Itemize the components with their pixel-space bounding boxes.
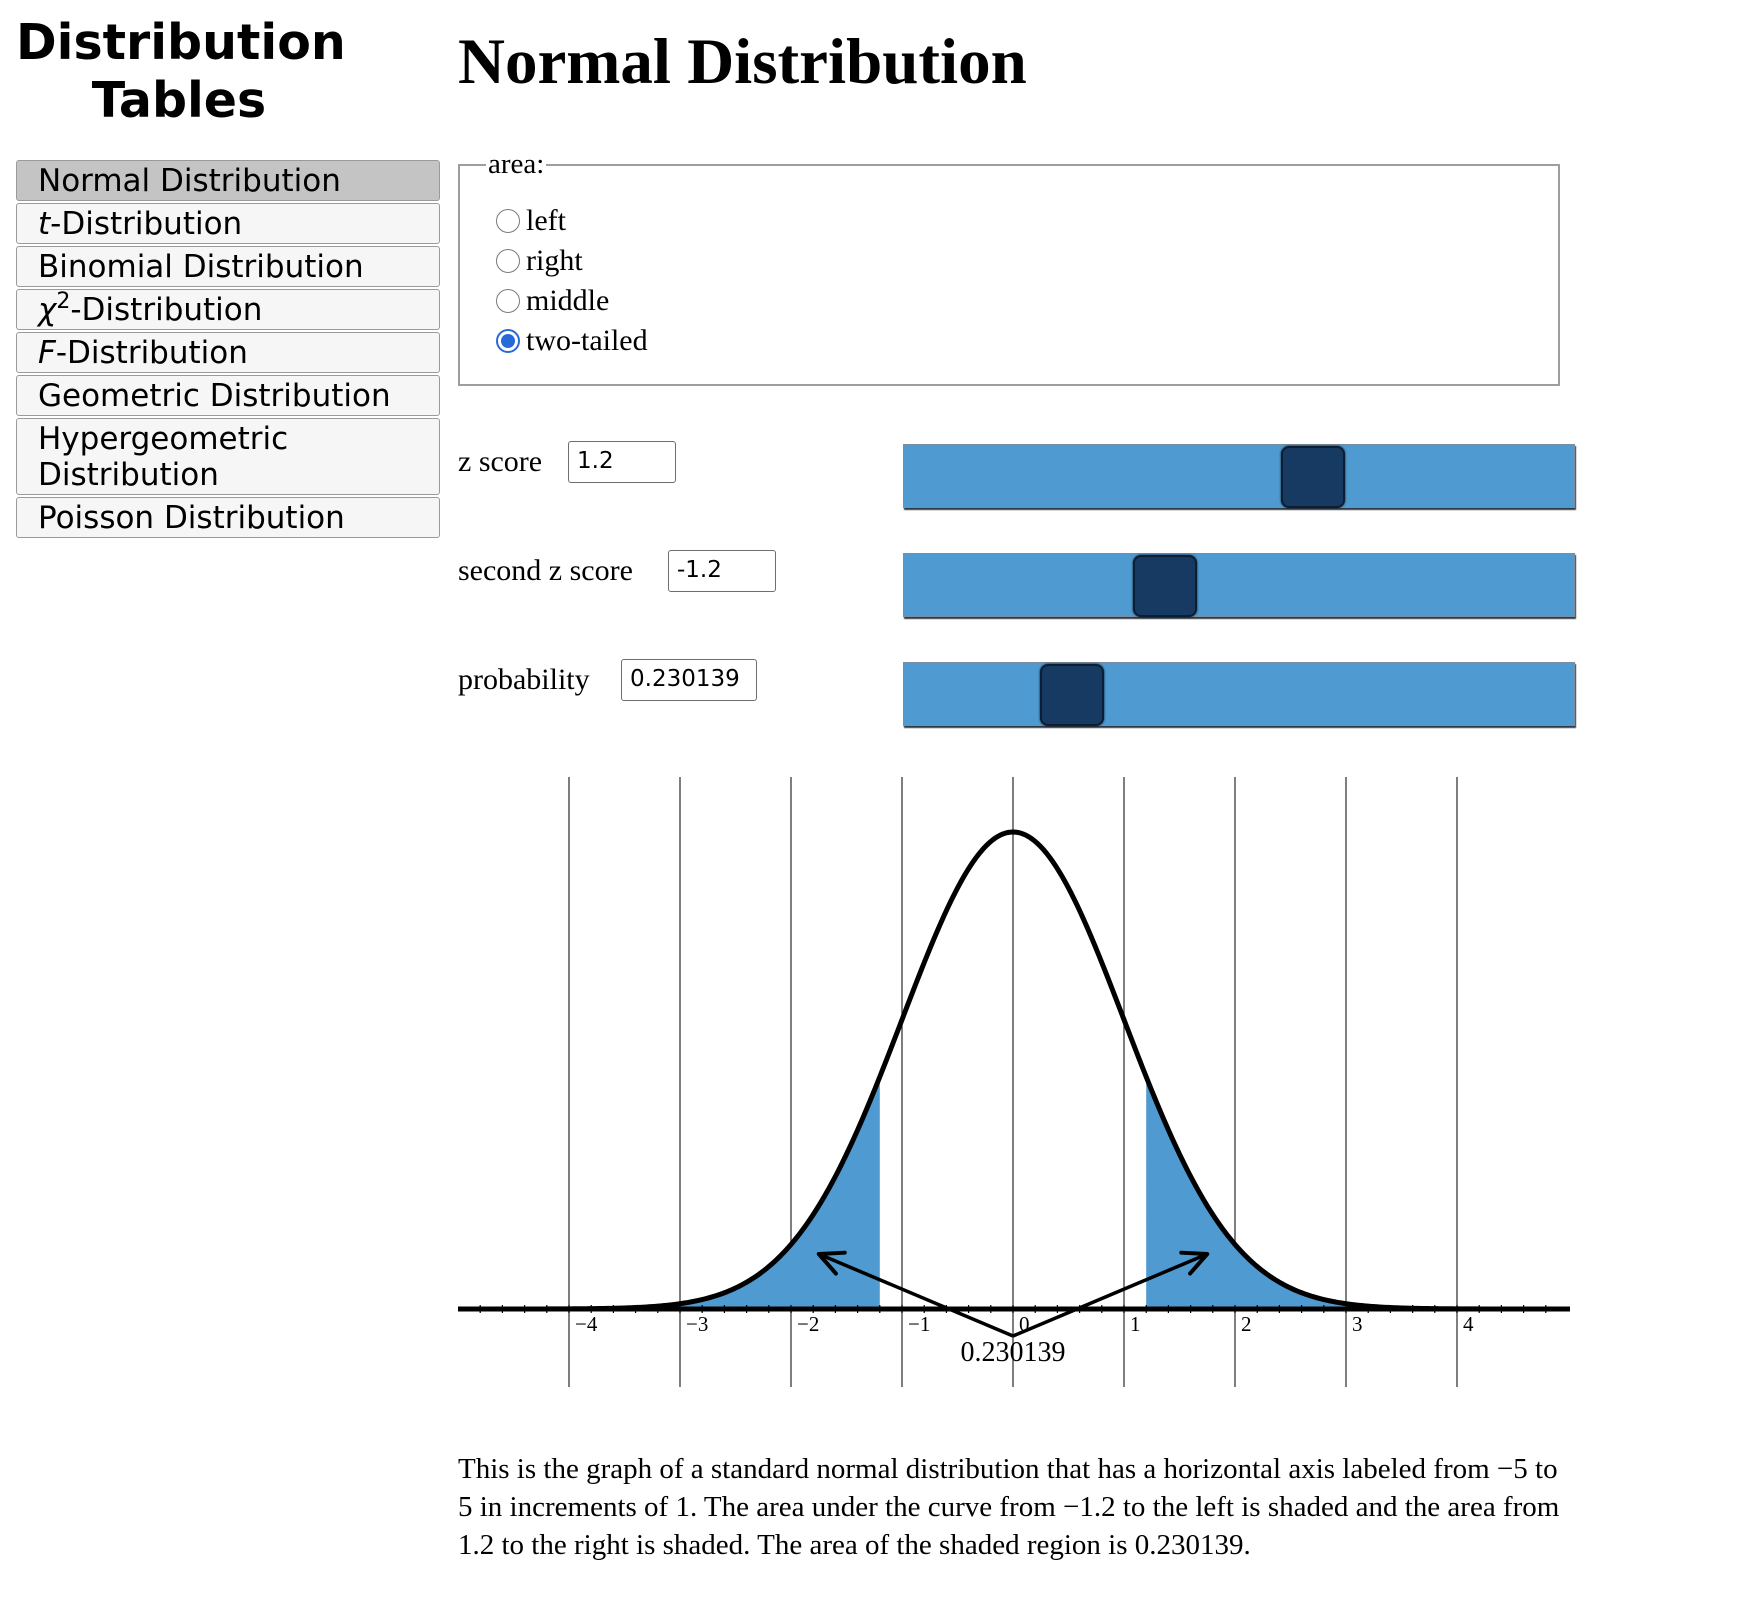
radio-button-two-tailed[interactable] [496, 329, 520, 353]
sidebar-item-symbol: χ [38, 292, 57, 328]
sidebar-item-label: -Distribution [55, 335, 248, 371]
sidebar-item-binomial-distribution[interactable]: Binomial Distribution [16, 246, 440, 287]
sidebar-item-poisson-distribution[interactable]: Poisson Distribution [16, 497, 440, 538]
sidebar-item-superscript: 2 [56, 289, 71, 314]
probability-label: probability [458, 663, 590, 696]
area-legend: area: [488, 148, 545, 180]
second-z-score-label: second z score [458, 554, 633, 587]
annotation-arrow-line [818, 1252, 1014, 1338]
second-z-score-input[interactable]: -1.2 [668, 550, 776, 592]
z-score-input[interactable]: 1.2 [568, 441, 676, 483]
shaded-tail [458, 1076, 880, 1309]
tick-label: 1 [1130, 1312, 1141, 1336]
tick-label: −3 [686, 1312, 708, 1336]
tick-label: 0 [1019, 1312, 1030, 1336]
grid-lines [568, 777, 1458, 1387]
sidebar-item-label: -Distribution [50, 206, 243, 242]
radio-label: right [526, 244, 583, 277]
radio-button-middle[interactable] [496, 289, 520, 313]
probability-slider-thumb[interactable] [1039, 664, 1104, 726]
area-fieldset: area: left right middle two-tailed [458, 148, 1560, 386]
radio-label: left [526, 204, 566, 237]
curve [458, 829, 1569, 1312]
sidebar-item-label: Hypergeometric Distribution [38, 421, 289, 493]
graph-description: This is the graph of a standard normal d… [458, 1453, 1560, 1561]
tick-label: 4 [1463, 1312, 1474, 1336]
sidebar-item-tdistribution[interactable]: t-Distribution [16, 203, 440, 244]
page-title: Normal Distribution [458, 26, 1027, 98]
radio-button-right[interactable] [496, 249, 520, 273]
z-score-slider-thumb[interactable] [1280, 446, 1345, 508]
shaded-regions [458, 1076, 1568, 1309]
area-radio-group: left right middle two-tailed [496, 201, 1558, 361]
z-score-label: z score [458, 445, 543, 478]
sidebar: Distribution Tables Normal Distribution t… [16, 14, 440, 540]
site-title: Distribution Tables [16, 14, 346, 129]
tick-label: −2 [797, 1312, 819, 1336]
area-annotation: 0.230139 [816, 1250, 1210, 1368]
second-z-score-slider-thumb[interactable] [1133, 555, 1198, 617]
sidebar-item-label: Geometric Distribution [38, 378, 391, 414]
radio-label: middle [526, 284, 610, 317]
radio-option-two-tailed[interactable]: two-tailed [496, 321, 1558, 361]
sidebar-item-label: Poisson Distribution [38, 500, 345, 536]
radio-button-left[interactable] [496, 209, 520, 233]
arrow-head-icon [816, 1250, 847, 1276]
sidebar-item-label: -Distribution [70, 292, 263, 328]
sidebar-nav: Normal Distribution t-Distribution Binomia… [16, 160, 440, 538]
probability-slider[interactable] [903, 662, 1575, 726]
sidebar-item-geometric-distribution[interactable]: Geometric Distribution [16, 375, 440, 416]
area-value-label: 0.230139 [961, 1337, 1066, 1368]
probability-input[interactable]: 0.230139 [621, 659, 757, 701]
sidebar-item-χdistribution[interactable]: χ2-Distribution [16, 289, 440, 330]
tick-label: −4 [575, 1312, 598, 1336]
z-score-slider[interactable] [903, 444, 1575, 508]
sidebar-item-label: Normal Distribution [38, 163, 341, 199]
radio-option-right[interactable]: right [496, 241, 1558, 281]
tick-label: 2 [1241, 1312, 1252, 1336]
sidebar-item-normal-distribution[interactable]: Normal Distribution [16, 160, 440, 201]
normal-distribution-graph: −4 −3 −2 −1 0 1 2 3 4 0.230139 [458, 777, 1570, 1387]
tick-label: −1 [908, 1312, 930, 1336]
sidebar-item-Fdistribution[interactable]: F-Distribution [16, 332, 440, 373]
tick-label: 3 [1352, 1312, 1363, 1336]
sidebar-item-hypergeometric-distribution[interactable]: Hypergeometric Distribution [16, 418, 440, 495]
sidebar-item-symbol: F [38, 335, 56, 371]
arrow-head-icon [1179, 1250, 1210, 1276]
annotation-arrow-line [1012, 1252, 1208, 1338]
shaded-tail [1146, 1076, 1568, 1309]
second-z-score-slider[interactable] [903, 553, 1575, 617]
sidebar-item-symbol: t [38, 206, 51, 242]
radio-label: two-tailed [526, 324, 648, 357]
radio-option-left[interactable]: left [496, 201, 1558, 241]
sidebar-item-label: Binomial Distribution [38, 249, 364, 285]
density-curve [458, 829, 1569, 1312]
radio-option-middle[interactable]: middle [496, 281, 1558, 321]
